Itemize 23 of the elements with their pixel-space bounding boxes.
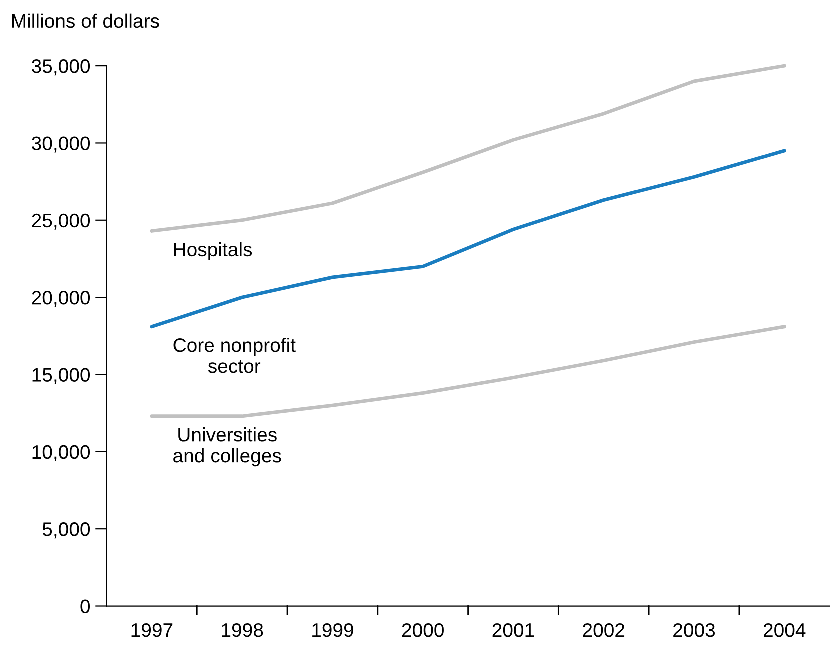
y-tick-label: 10,000 bbox=[32, 445, 90, 462]
line-series bbox=[150, 64, 786, 233]
y-tick-label: 30,000 bbox=[32, 136, 90, 153]
x-tick-label: 2004 bbox=[764, 623, 806, 638]
y-tick-label: 35,000 bbox=[32, 60, 90, 76]
x-tick-label: 1998 bbox=[222, 623, 264, 638]
x-tick-label: 2002 bbox=[583, 623, 625, 638]
y-tick-label: 15,000 bbox=[32, 368, 90, 384]
x-tick-label: 1999 bbox=[312, 623, 354, 638]
series-label: Universities and colleges bbox=[174, 428, 282, 467]
series-label: Core nonprofit sector bbox=[174, 338, 296, 374]
x-tick-label: 2001 bbox=[492, 623, 534, 638]
series-label: Hospitals bbox=[174, 242, 252, 260]
x-tick-label: 2003 bbox=[674, 623, 716, 638]
y-tick-label: 20,000 bbox=[32, 291, 90, 308]
y-tick-label: 5,000 bbox=[42, 522, 90, 539]
line-series bbox=[150, 149, 786, 329]
x-tick-label: 1997 bbox=[132, 623, 173, 638]
y-tick-label: 25,000 bbox=[32, 214, 90, 230]
x-tick-label: 2000 bbox=[402, 623, 444, 638]
y-axis-title: Millions of dollars bbox=[12, 14, 160, 28]
line-series bbox=[150, 325, 786, 418]
y-tick-label: 0 bbox=[80, 600, 90, 614]
